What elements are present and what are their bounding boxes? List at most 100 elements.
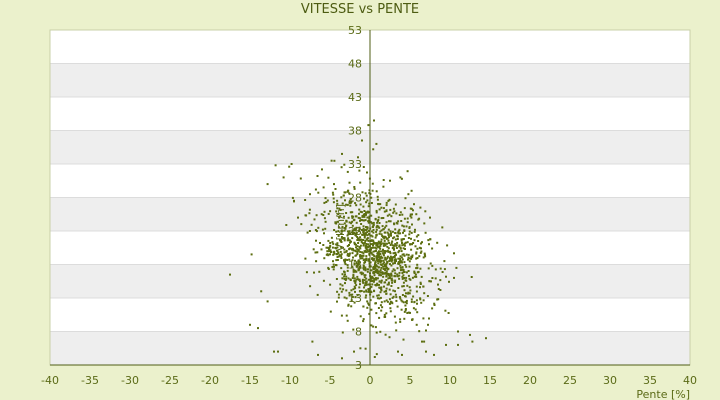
data-point — [431, 277, 434, 279]
data-point — [403, 277, 406, 279]
data-point — [371, 235, 374, 238]
data-point — [348, 181, 351, 184]
data-point — [400, 238, 403, 241]
y-tick-label: 3 — [355, 359, 362, 372]
data-point — [394, 259, 396, 261]
data-point — [346, 254, 349, 257]
data-point — [340, 246, 343, 249]
data-point — [406, 312, 409, 314]
data-point — [368, 215, 371, 218]
data-point — [366, 300, 369, 303]
data-point — [385, 299, 388, 302]
data-point — [363, 235, 366, 238]
data-point — [326, 253, 329, 256]
data-point — [383, 290, 386, 293]
data-point — [384, 226, 387, 229]
data-point — [400, 256, 403, 259]
data-point — [359, 247, 362, 250]
data-point — [372, 268, 375, 271]
data-point — [369, 276, 372, 279]
data-point — [357, 216, 360, 219]
data-point — [397, 232, 400, 235]
data-point — [365, 250, 368, 253]
data-point — [418, 217, 421, 220]
data-point — [341, 357, 343, 360]
data-point — [400, 308, 403, 311]
data-point — [386, 231, 389, 234]
data-point — [409, 207, 412, 210]
data-point — [428, 317, 430, 320]
data-point — [376, 270, 379, 273]
data-point — [317, 226, 320, 229]
data-point — [387, 239, 390, 242]
data-point — [357, 262, 360, 265]
data-point — [388, 336, 391, 339]
data-point — [336, 250, 339, 253]
data-point — [285, 224, 288, 226]
data-point — [402, 281, 405, 284]
data-point — [365, 248, 368, 250]
data-point — [355, 284, 358, 287]
data-point — [402, 247, 405, 250]
data-point — [383, 313, 386, 316]
data-point — [359, 347, 362, 350]
data-point — [377, 294, 380, 297]
data-point — [376, 221, 379, 224]
data-point — [457, 343, 459, 346]
data-point — [363, 279, 366, 282]
data-point — [343, 259, 346, 262]
data-point — [362, 264, 365, 267]
data-point — [356, 275, 359, 278]
data-point — [392, 289, 395, 292]
data-point — [372, 325, 375, 328]
data-point — [320, 213, 323, 216]
data-point — [355, 265, 358, 268]
data-point — [403, 261, 406, 264]
data-point — [389, 179, 391, 182]
data-point — [350, 289, 353, 292]
data-point — [453, 276, 455, 279]
y-tick-label: 28 — [348, 192, 362, 205]
data-point — [366, 216, 369, 219]
data-point — [366, 199, 369, 202]
data-point — [316, 293, 319, 296]
data-point — [408, 265, 411, 268]
data-point — [381, 271, 383, 274]
data-point — [326, 199, 329, 202]
data-point — [365, 290, 368, 293]
data-point — [410, 300, 413, 303]
data-point — [260, 290, 263, 293]
data-point — [414, 228, 416, 231]
data-point — [365, 211, 367, 214]
data-point — [339, 240, 342, 243]
data-point — [385, 279, 388, 281]
data-point — [367, 258, 370, 261]
data-point — [337, 293, 340, 296]
data-point — [358, 226, 361, 229]
data-point — [386, 300, 389, 303]
data-point — [354, 296, 357, 299]
data-point — [367, 243, 370, 246]
data-point — [352, 256, 354, 259]
data-point — [374, 326, 377, 329]
data-point — [401, 300, 404, 303]
data-point — [345, 297, 348, 300]
data-point — [367, 229, 370, 232]
data-point — [310, 223, 313, 226]
data-point — [395, 299, 398, 302]
data-point — [374, 218, 377, 221]
data-point — [282, 176, 285, 179]
data-point — [389, 259, 391, 262]
data-point — [364, 268, 367, 271]
data-point — [376, 242, 378, 245]
data-point — [381, 306, 384, 309]
data-point — [308, 208, 311, 211]
data-point — [333, 265, 335, 268]
data-point — [367, 268, 369, 271]
data-point — [403, 207, 406, 210]
data-point — [430, 280, 432, 283]
data-point — [349, 278, 352, 281]
data-point — [372, 244, 374, 247]
data-point — [419, 297, 422, 300]
data-point — [392, 211, 395, 214]
